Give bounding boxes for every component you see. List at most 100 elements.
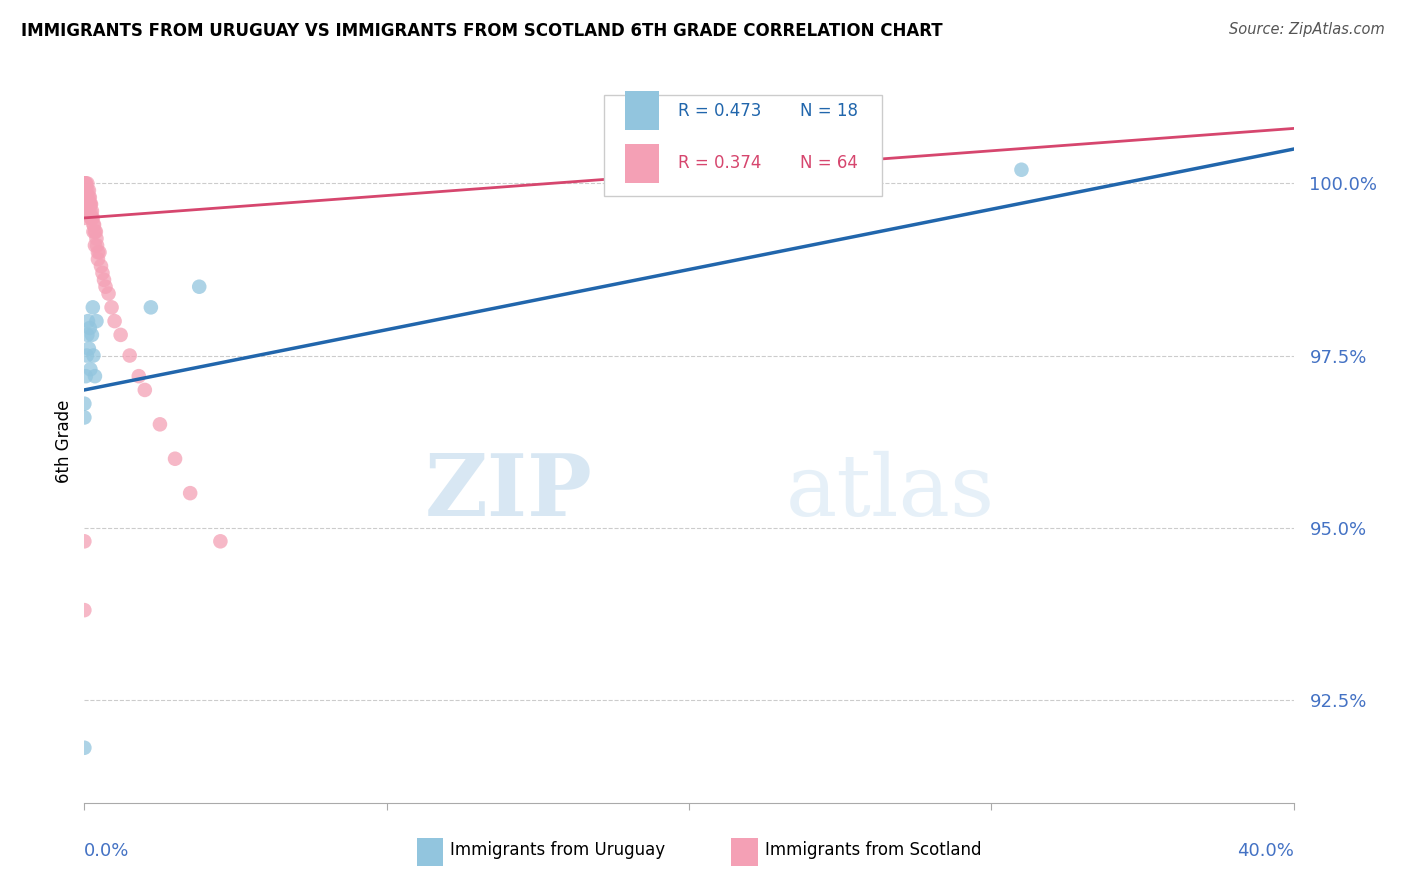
Point — [79, 321, 101, 335]
Point — [73, 204, 96, 219]
Point — [118, 349, 141, 363]
Point — [79, 190, 101, 204]
Point — [79, 362, 101, 376]
Point — [77, 183, 100, 197]
Point — [87, 252, 110, 267]
Point — [76, 327, 98, 342]
Point — [77, 190, 100, 204]
Point — [76, 190, 98, 204]
Point — [76, 349, 98, 363]
Point — [188, 279, 211, 293]
Point — [73, 177, 96, 191]
Point — [77, 342, 100, 356]
Point — [80, 211, 103, 225]
Point — [82, 301, 104, 315]
Point — [84, 369, 107, 384]
Point — [73, 197, 96, 211]
Point — [139, 301, 162, 315]
Text: Immigrants from Uruguay: Immigrants from Uruguay — [450, 841, 665, 859]
Bar — [624, 144, 659, 183]
Point — [89, 245, 111, 260]
Point — [165, 451, 187, 466]
Point — [93, 273, 115, 287]
Point — [82, 211, 104, 225]
Point — [73, 190, 96, 204]
Point — [86, 231, 108, 245]
Point — [77, 314, 100, 328]
Point — [84, 238, 107, 252]
Point — [82, 218, 104, 232]
Point — [84, 225, 107, 239]
Point — [76, 183, 98, 197]
Point — [79, 204, 101, 219]
Point — [91, 266, 114, 280]
Text: Source: ZipAtlas.com: Source: ZipAtlas.com — [1229, 22, 1385, 37]
Point — [94, 279, 117, 293]
Point — [73, 211, 96, 225]
Point — [76, 197, 98, 211]
Text: Immigrants from Scotland: Immigrants from Scotland — [765, 841, 981, 859]
Point — [80, 204, 103, 219]
Point — [73, 177, 96, 191]
Text: R = 0.374: R = 0.374 — [678, 154, 762, 172]
Point — [86, 238, 108, 252]
Point — [73, 740, 96, 755]
Point — [82, 225, 104, 239]
Point — [73, 410, 96, 425]
Point — [77, 197, 100, 211]
Point — [73, 190, 96, 204]
Point — [100, 301, 122, 315]
Point — [80, 327, 103, 342]
Text: atlas: atlas — [786, 450, 995, 533]
Point — [73, 177, 96, 191]
FancyBboxPatch shape — [605, 95, 883, 196]
Point — [86, 314, 108, 328]
Point — [73, 177, 96, 191]
Point — [73, 397, 96, 411]
Point — [73, 534, 96, 549]
Point — [83, 218, 105, 232]
Point — [209, 534, 232, 549]
Point — [75, 177, 97, 191]
Point — [134, 383, 156, 397]
Text: ZIP: ZIP — [425, 450, 592, 534]
Y-axis label: 6th Grade: 6th Grade — [55, 400, 73, 483]
Point — [77, 204, 100, 219]
Point — [75, 369, 97, 384]
Point — [149, 417, 172, 432]
Text: N = 18: N = 18 — [800, 102, 858, 120]
Point — [75, 190, 97, 204]
Text: 40.0%: 40.0% — [1237, 842, 1294, 860]
Point — [128, 369, 150, 384]
Point — [90, 259, 112, 273]
Point — [179, 486, 201, 500]
Point — [84, 225, 107, 239]
Point — [73, 603, 96, 617]
Point — [75, 204, 97, 219]
Point — [80, 211, 103, 225]
Point — [104, 314, 127, 328]
Point — [97, 286, 120, 301]
Bar — [731, 838, 758, 865]
Point — [87, 245, 110, 260]
Point — [82, 349, 104, 363]
Text: N = 64: N = 64 — [800, 154, 858, 172]
Point — [1011, 162, 1033, 177]
Point — [80, 211, 103, 225]
Point — [76, 177, 98, 191]
Point — [79, 197, 101, 211]
Point — [80, 197, 103, 211]
Bar — [418, 838, 443, 865]
Text: IMMIGRANTS FROM URUGUAY VS IMMIGRANTS FROM SCOTLAND 6TH GRADE CORRELATION CHART: IMMIGRANTS FROM URUGUAY VS IMMIGRANTS FR… — [21, 22, 942, 40]
Point — [75, 177, 97, 191]
Text: 0.0%: 0.0% — [84, 842, 129, 860]
Bar — [624, 91, 659, 130]
Text: R = 0.473: R = 0.473 — [678, 102, 762, 120]
Point — [75, 183, 97, 197]
Point — [110, 327, 132, 342]
Point — [77, 197, 100, 211]
Point — [79, 197, 101, 211]
Point — [75, 197, 97, 211]
Point — [76, 190, 98, 204]
Point — [73, 177, 96, 191]
